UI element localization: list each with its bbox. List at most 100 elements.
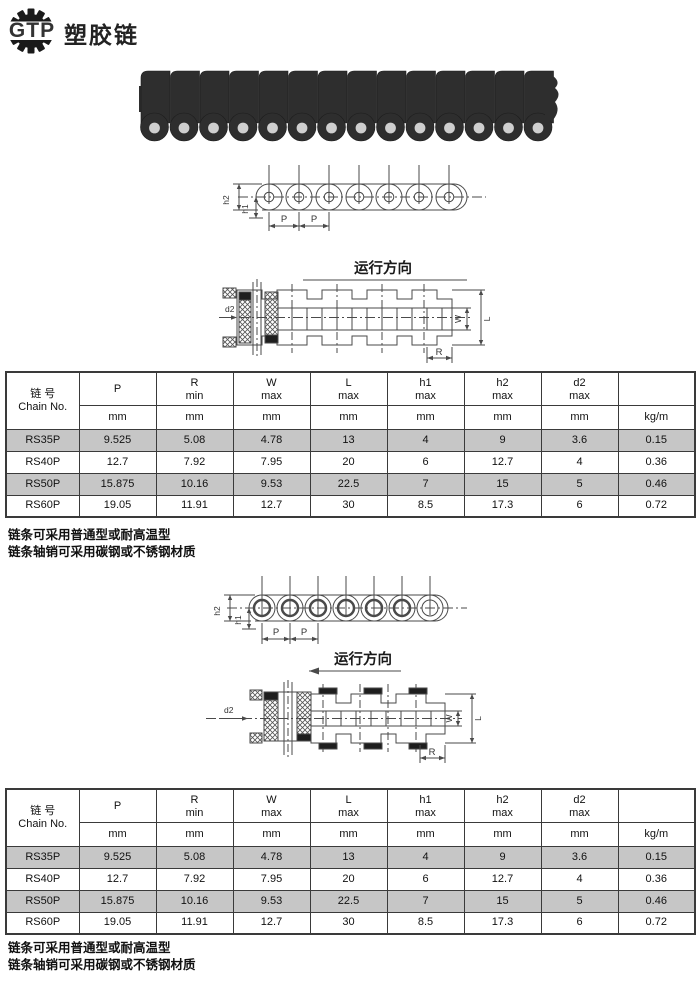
value-cell: 9.525 bbox=[78, 428, 157, 452]
chain-no-header: 链 号 Chain No. bbox=[5, 371, 80, 430]
h2-dim-label: h2 bbox=[212, 606, 222, 616]
unit-cell: mm bbox=[155, 404, 234, 430]
value-cell: 0.15 bbox=[617, 428, 696, 452]
chain-no-header-en: Chain No. bbox=[18, 400, 68, 413]
note-line: 链条可采用普通型或耐高温型 bbox=[8, 528, 171, 542]
value-cell: 22.5 bbox=[309, 472, 388, 496]
value-cell: 30 bbox=[309, 494, 388, 518]
value-cell: 6 bbox=[386, 450, 465, 474]
value-cell: 10.16 bbox=[155, 889, 234, 913]
value-cell: 0.72 bbox=[617, 911, 696, 935]
col-header-weight bbox=[617, 788, 696, 823]
col-header-h1: h1 max bbox=[386, 788, 465, 823]
table-row: RS60P 19.05 11.91 12.7 30 8.5 17.3 6 0.72 bbox=[5, 911, 696, 935]
table-row: RS35P 9.525 5.08 4.78 13 4 9 3.6 0.15 bbox=[5, 845, 696, 869]
value-cell: 9.525 bbox=[78, 845, 157, 869]
p-dim-label: P bbox=[281, 214, 287, 225]
value-cell: 8.5 bbox=[386, 911, 465, 935]
value-cell: 6 bbox=[540, 494, 619, 518]
w-dim-label: W bbox=[453, 315, 463, 323]
value-cell: 4.78 bbox=[232, 845, 311, 869]
value-cell: 30 bbox=[309, 911, 388, 935]
value-cell: 12.7 bbox=[232, 494, 311, 518]
value-cell: 13 bbox=[309, 428, 388, 452]
value-cell: 4 bbox=[386, 428, 465, 452]
unit-cell: mm bbox=[309, 404, 388, 430]
note-line: 链条轴销可采用碳钢或不锈钢材质 bbox=[8, 957, 196, 972]
chain-no-cell: RS50P bbox=[5, 472, 80, 496]
top-view-diagram-1: 运行方向 bbox=[215, 252, 505, 375]
value-cell: 5 bbox=[540, 472, 619, 496]
h2-dim-label: h2 bbox=[222, 195, 231, 205]
direction-label: 运行方向 bbox=[354, 259, 412, 277]
value-cell: 4 bbox=[540, 867, 619, 891]
col-header-p: P bbox=[78, 788, 157, 823]
p-dim-label: P bbox=[311, 214, 317, 225]
value-cell: 20 bbox=[309, 450, 388, 474]
note-line: 链条可采用普通型或耐高温型 bbox=[8, 941, 171, 955]
unit-cell: mm bbox=[232, 404, 311, 430]
value-cell: 9.53 bbox=[232, 472, 311, 496]
unit-cell: mm bbox=[540, 821, 619, 847]
value-cell: 9.53 bbox=[232, 889, 311, 913]
value-cell: 7.95 bbox=[232, 867, 311, 891]
value-cell: 12.7 bbox=[232, 911, 311, 935]
value-cell: 6 bbox=[386, 867, 465, 891]
chain-no-cell: RS50P bbox=[5, 889, 80, 913]
value-cell: 15 bbox=[463, 472, 542, 496]
col-header-weight bbox=[617, 371, 696, 406]
value-cell: 4 bbox=[540, 450, 619, 474]
unit-cell: mm bbox=[386, 404, 465, 430]
value-cell: 5.08 bbox=[155, 845, 234, 869]
unit-cell: kg/m bbox=[617, 404, 696, 430]
value-cell: 19.05 bbox=[78, 494, 157, 518]
unit-cell: mm bbox=[78, 404, 157, 430]
notes-block-1: 链条可采用普通型或耐高温型 链条轴销可采用碳钢或不锈钢材质 bbox=[8, 527, 196, 560]
unit-cell: kg/m bbox=[617, 821, 696, 847]
side-view-diagram-1: h2 h1 P P bbox=[221, 158, 512, 258]
spec-table-body: RS35P 9.525 5.08 4.78 13 4 9 3.6 0.15 RS40P 12.7 7.… bbox=[5, 428, 696, 518]
value-cell: 9 bbox=[463, 845, 542, 869]
value-cell: 5 bbox=[540, 889, 619, 913]
col-header-h1: h1 max bbox=[386, 371, 465, 406]
value-cell: 3.6 bbox=[540, 428, 619, 452]
p-dim-label: P bbox=[301, 627, 307, 638]
table-row: RS40P 12.7 7.92 7.95 20 6 12.7 4 0.36 bbox=[5, 867, 696, 891]
value-cell: 15 bbox=[463, 889, 542, 913]
notes-block-2: 链条可采用普通型或耐高温型 链条轴销可采用碳钢或不锈钢材质 bbox=[8, 940, 196, 973]
value-cell: 15.875 bbox=[78, 472, 157, 496]
unit-cell: mm bbox=[155, 821, 234, 847]
value-cell: 0.72 bbox=[617, 494, 696, 518]
l-dim-label: L bbox=[482, 316, 492, 321]
col-header-h2: h2 max bbox=[463, 788, 542, 823]
value-cell: 15.875 bbox=[78, 889, 157, 913]
value-cell: 12.7 bbox=[463, 867, 542, 891]
chain-no-cell: RS40P bbox=[5, 867, 80, 891]
value-cell: 11.91 bbox=[155, 494, 234, 518]
chain-no-cell: RS35P bbox=[5, 845, 80, 869]
col-header-d2: d2 max bbox=[540, 788, 619, 823]
unit-cell: mm bbox=[540, 404, 619, 430]
value-cell: 7.92 bbox=[155, 450, 234, 474]
value-cell: 0.46 bbox=[617, 472, 696, 496]
gear-icon: GTP bbox=[4, 8, 60, 54]
table-row: RS40P 12.7 7.92 7.95 20 6 12.7 4 0.36 bbox=[5, 450, 696, 474]
spec-table-body: RS35P 9.525 5.08 4.78 13 4 9 3.6 0.15 RS40P 12.7 7.… bbox=[5, 845, 696, 935]
note-line: 链条轴销可采用碳钢或不锈钢材质 bbox=[8, 544, 196, 559]
value-cell: 13 bbox=[309, 845, 388, 869]
table-row: RS35P 9.525 5.08 4.78 13 4 9 3.6 0.15 bbox=[5, 428, 696, 452]
direction-label: 运行方向 bbox=[334, 650, 392, 668]
h1-dim-label: h1 bbox=[233, 615, 243, 625]
value-cell: 5.08 bbox=[155, 428, 234, 452]
value-cell: 22.5 bbox=[309, 889, 388, 913]
l-dim-label: L bbox=[473, 716, 483, 721]
table-row: RS50P 15.875 10.16 9.53 22.5 7 15 5 0.46 bbox=[5, 472, 696, 496]
value-cell: 9 bbox=[463, 428, 542, 452]
value-cell: 3.6 bbox=[540, 845, 619, 869]
value-cell: 7.92 bbox=[155, 867, 234, 891]
